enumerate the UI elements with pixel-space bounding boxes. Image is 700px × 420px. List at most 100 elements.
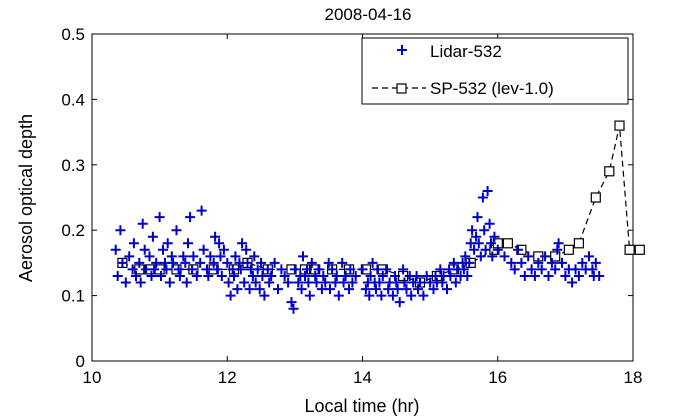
x-tick-label: 10: [83, 368, 102, 387]
lidar-532-point: [471, 231, 482, 242]
series-lidar-532: [110, 186, 605, 314]
lidar-532-point: [333, 290, 344, 301]
lidar-532-point: [215, 251, 226, 262]
lidar-532-point: [162, 238, 173, 249]
lidar-532-point: [259, 290, 270, 301]
lidar-532-point: [135, 277, 146, 288]
lidar-532-point: [472, 212, 483, 223]
lidar-532-point: [230, 251, 241, 262]
legend-marker-sp: [372, 83, 426, 94]
lidar-532-point: [131, 271, 141, 281]
lidar-532-point: [473, 238, 484, 249]
lidar-532-point: [587, 264, 598, 275]
lidar-532-point: [406, 290, 417, 301]
lidar-532-point: [364, 290, 375, 301]
lidar-532-point: [445, 271, 456, 281]
lidar-532-point: [435, 264, 446, 275]
lidar-532-point: [144, 251, 155, 262]
lidar-532-point: [134, 257, 145, 268]
legend-label-lidar: Lidar-532: [430, 42, 502, 61]
lidar-532-point: [374, 277, 385, 288]
lidar-532-point: [540, 251, 551, 262]
lidar-532-point: [298, 251, 308, 262]
lidar-532-point: [475, 251, 486, 262]
lidar-532-point: [553, 238, 564, 249]
lidar-532-point: [181, 277, 192, 288]
lidar-532-point: [516, 257, 527, 268]
lidar-532-point: [173, 264, 184, 275]
lidar-532-point: [239, 277, 250, 288]
lidar-532-point: [594, 271, 605, 281]
lidar-532-point: [196, 205, 207, 216]
lidar-532-point: [383, 284, 394, 295]
lidar-532-point: [340, 271, 351, 281]
lidar-532-point: [115, 225, 126, 236]
lidar-532-point: [437, 277, 448, 288]
lidar-532-point: [546, 257, 557, 268]
lidar-532-point: [168, 257, 179, 268]
lidar-532-point: [250, 277, 261, 288]
legend-label-sp: SP-532 (lev-1.0): [430, 79, 554, 98]
lidar-532-point: [313, 264, 324, 275]
lidar-532-point: [183, 238, 193, 249]
lidar-532-point: [147, 231, 158, 242]
lidar-532-point: [377, 271, 388, 281]
lidar-532-point: [560, 271, 571, 281]
lidar-532-point: [229, 271, 239, 281]
lidar-532-point: [523, 251, 534, 262]
lidar-532-point: [509, 264, 520, 275]
lidar-532-point: [533, 257, 544, 268]
lidar-532-point: [573, 271, 584, 281]
lidar-532-point: [529, 271, 540, 281]
lidar-532-point: [398, 264, 409, 275]
lidar-532-point: [279, 271, 290, 281]
lidar-532-point: [180, 257, 191, 268]
lidar-532-point: [214, 238, 225, 249]
lidar-532-point: [367, 257, 378, 268]
lidar-532-point: [376, 290, 387, 301]
lidar-532-point: [222, 257, 233, 268]
lidar-532-point: [242, 257, 253, 268]
x-tick-label: 14: [353, 368, 372, 387]
y-tick-label: 0.2: [61, 221, 85, 240]
lidar-532-point: [318, 271, 329, 281]
lidar-532-point: [166, 251, 177, 262]
lidar-532-point: [302, 264, 312, 275]
lidar-532-point: [469, 244, 480, 255]
lidar-532-point: [584, 251, 594, 262]
lidar-532-point: [257, 271, 268, 281]
lidar-532-point: [154, 212, 165, 223]
lidar-532-point: [188, 251, 199, 262]
lidar-532-point: [450, 277, 461, 288]
lidar-532-point: [320, 277, 331, 288]
lidar-532-point: [460, 251, 471, 262]
lidar-532-point: [195, 257, 206, 268]
axis-ticks: 10 12 14 16 18 0 0.1 0.2 0.3 0.4 0.5: [61, 25, 642, 387]
sp-532-point: [614, 120, 625, 131]
y-tick-label: 0.1: [61, 287, 85, 306]
lidar-532-point: [486, 238, 496, 249]
lidar-532-point: [311, 277, 322, 288]
lidar-532-point: [139, 244, 150, 255]
lidar-532-point: [327, 264, 338, 275]
lidar-532-point: [151, 257, 162, 268]
lidar-532-point: [146, 271, 157, 281]
lidar-532-point: [480, 244, 491, 255]
sp-532-point: [624, 244, 635, 255]
lidar-532-point: [273, 284, 283, 295]
lidar-532-point: [499, 251, 510, 262]
lidar-532-point: [482, 186, 493, 196]
lidar-532-point: [365, 271, 376, 281]
lidar-532-point: [418, 290, 429, 301]
lidar-532-point: [462, 271, 473, 281]
lidar-532-point: [127, 264, 138, 275]
lidar-532-point: [289, 264, 300, 275]
lidar-532-point: [237, 238, 248, 249]
lidar-532-point: [492, 244, 503, 255]
y-tick-label: 0: [76, 352, 85, 371]
y-tick-label: 0.5: [61, 25, 85, 44]
legend-marker-lidar: [397, 45, 407, 55]
lidar-532-point: [590, 257, 601, 268]
x-tick-label: 16: [488, 368, 507, 387]
